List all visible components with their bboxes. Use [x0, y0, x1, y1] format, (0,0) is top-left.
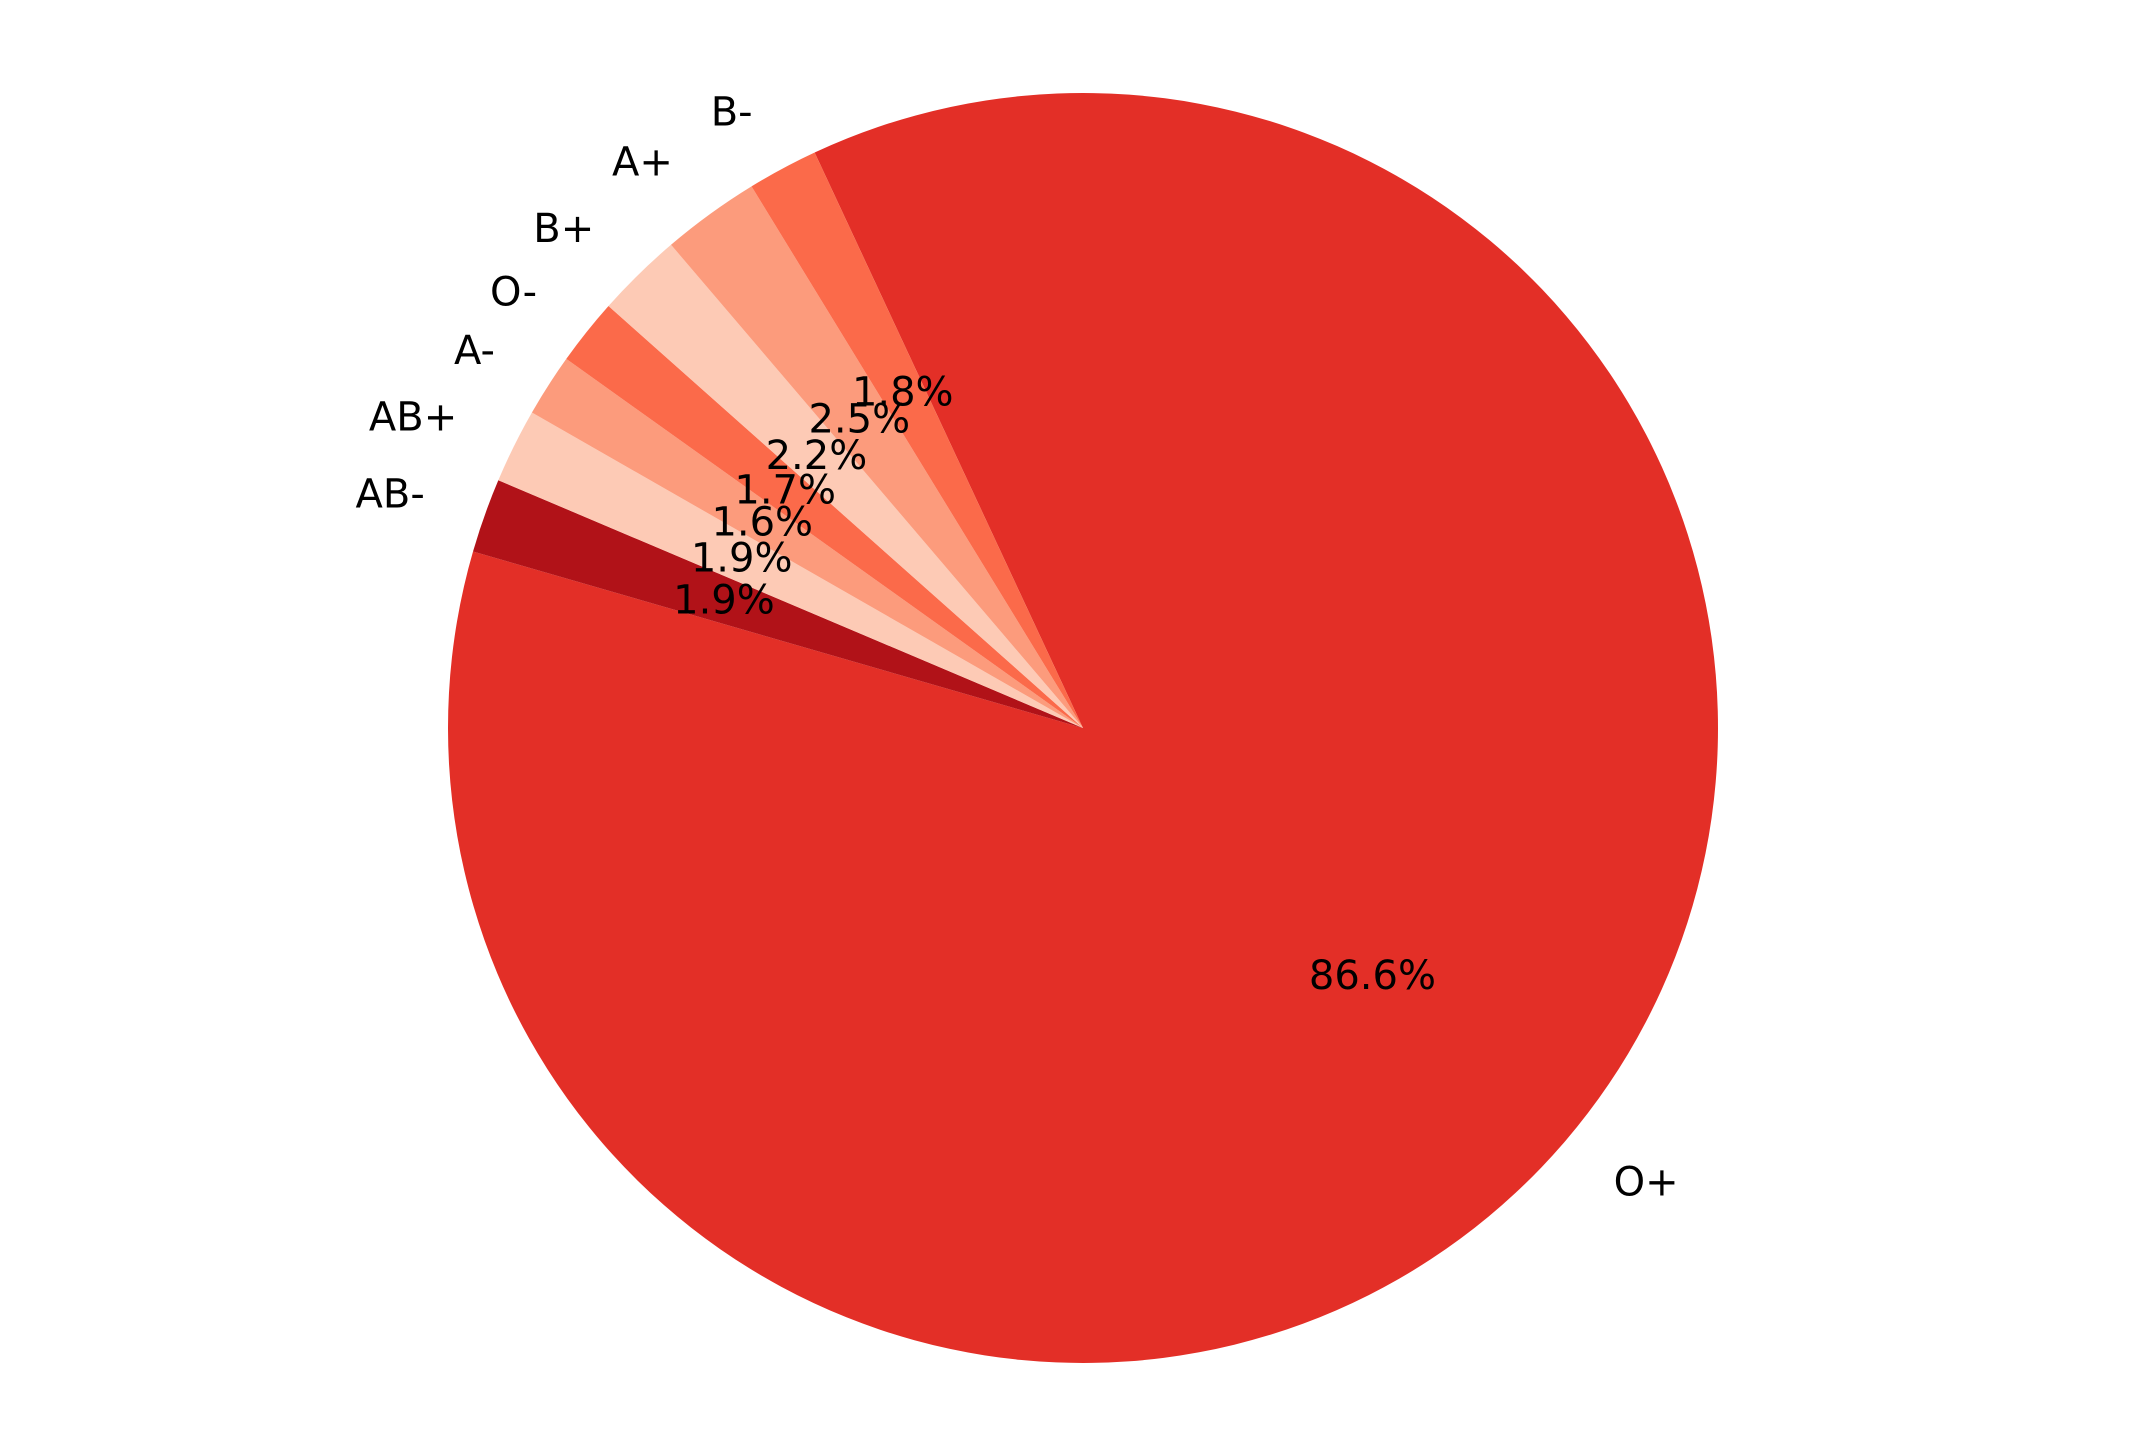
pct-label-a-neg: 1.6% — [711, 499, 813, 545]
category-label-a-pos: A+ — [612, 140, 673, 186]
pie-slice-ab-neg — [473, 480, 1083, 728]
pct-label-b-pos: 2.2% — [766, 433, 868, 479]
pie-slice-o-neg — [566, 306, 1083, 728]
pct-label-a-pos: 2.5% — [808, 397, 910, 443]
pct-label-ab-pos: 1.9% — [691, 536, 793, 582]
category-label-o-neg: O- — [490, 269, 537, 315]
pct-label-o-pos: 86.6% — [1309, 953, 1436, 999]
pie-slice-b-pos — [608, 244, 1083, 728]
category-label-a-neg: A- — [454, 328, 495, 374]
category-labels: O+ AB- AB+ A- O- B+ A+ B- — [356, 90, 1679, 1206]
category-label-ab-pos: AB+ — [369, 395, 457, 441]
category-label-o-pos: O+ — [1614, 1159, 1679, 1205]
category-label-b-neg: B- — [711, 90, 753, 136]
pie-slice-ab-pos — [498, 412, 1083, 728]
pie-slice-a-pos — [671, 186, 1083, 728]
pct-label-b-neg: 1.8% — [852, 369, 954, 415]
pie-slice-b-neg — [751, 152, 1083, 728]
pie-slice-o-pos — [447, 93, 1718, 1364]
pct-label-o-neg: 1.7% — [734, 467, 836, 513]
category-label-ab-neg: AB- — [356, 471, 425, 517]
pct-label-ab-neg: 1.9% — [673, 578, 775, 624]
percentage-labels: 86.6%1.9%1.9%1.6%1.7%2.2%2.5%1.8% — [673, 369, 1436, 998]
category-label-b-pos: B+ — [533, 206, 594, 252]
pie-slice-a-neg — [531, 358, 1083, 728]
pie-slices — [447, 93, 1718, 1364]
